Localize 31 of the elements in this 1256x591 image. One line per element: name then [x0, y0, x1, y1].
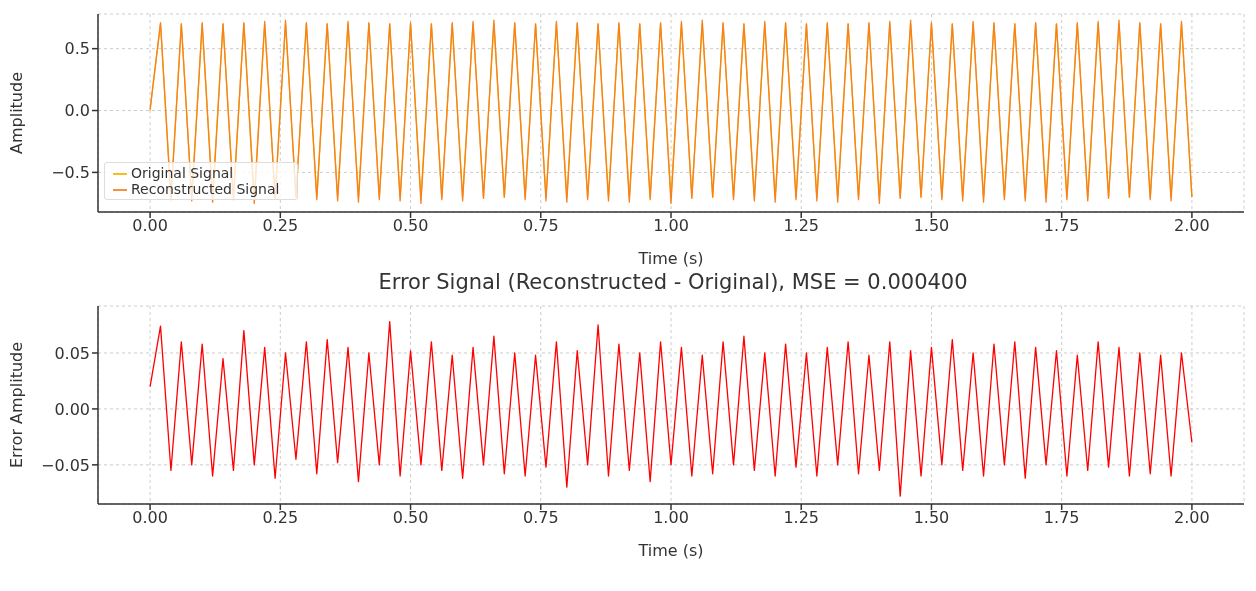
x-tick-label: 0.00	[132, 216, 168, 236]
x-tick-label: 1.50	[913, 508, 950, 528]
y-axis-title: Amplitude	[6, 72, 26, 154]
x-axis-title: Time (s)	[637, 249, 704, 268]
y-tick-label: −0.5	[51, 163, 90, 183]
legend-label: Reconstructed Signal	[131, 181, 280, 197]
legend-label: Original Signal	[131, 165, 234, 181]
y-axis-title: Error Amplitude	[6, 341, 26, 469]
x-axis-title: Time (s)	[637, 541, 704, 560]
chart-title: Error Signal (Reconstructed - Original), MSE = 0.000400	[377, 270, 969, 296]
x-tick-label: 0.25	[262, 216, 299, 236]
y-tick-label: 0.0	[64, 101, 90, 121]
x-tick-label: 1.00	[653, 508, 689, 528]
y-tick-label: −0.05	[40, 455, 90, 475]
x-tick-label: 1.50	[913, 216, 950, 236]
y-tick-label: 0.5	[64, 39, 90, 59]
x-tick-label: 0.75	[522, 216, 559, 236]
x-tick-label: 0.75	[522, 508, 559, 528]
x-tick-label: 1.75	[1043, 508, 1080, 528]
x-tick-label: 2.00	[1174, 216, 1210, 236]
x-tick-label: 0.50	[392, 216, 429, 236]
x-tick-label: 0.00	[132, 508, 168, 528]
x-tick-label: 1.25	[783, 508, 820, 528]
y-tick-label: 0.00	[54, 399, 90, 419]
x-tick-label: 0.50	[392, 508, 429, 528]
x-tick-label: 2.00	[1174, 508, 1210, 528]
x-tick-label: 0.25	[262, 508, 299, 528]
x-tick-label: 1.25	[783, 216, 820, 236]
y-tick-label: 0.05	[54, 343, 90, 363]
x-tick-label: 1.75	[1043, 216, 1080, 236]
x-tick-label: 1.00	[653, 216, 689, 236]
